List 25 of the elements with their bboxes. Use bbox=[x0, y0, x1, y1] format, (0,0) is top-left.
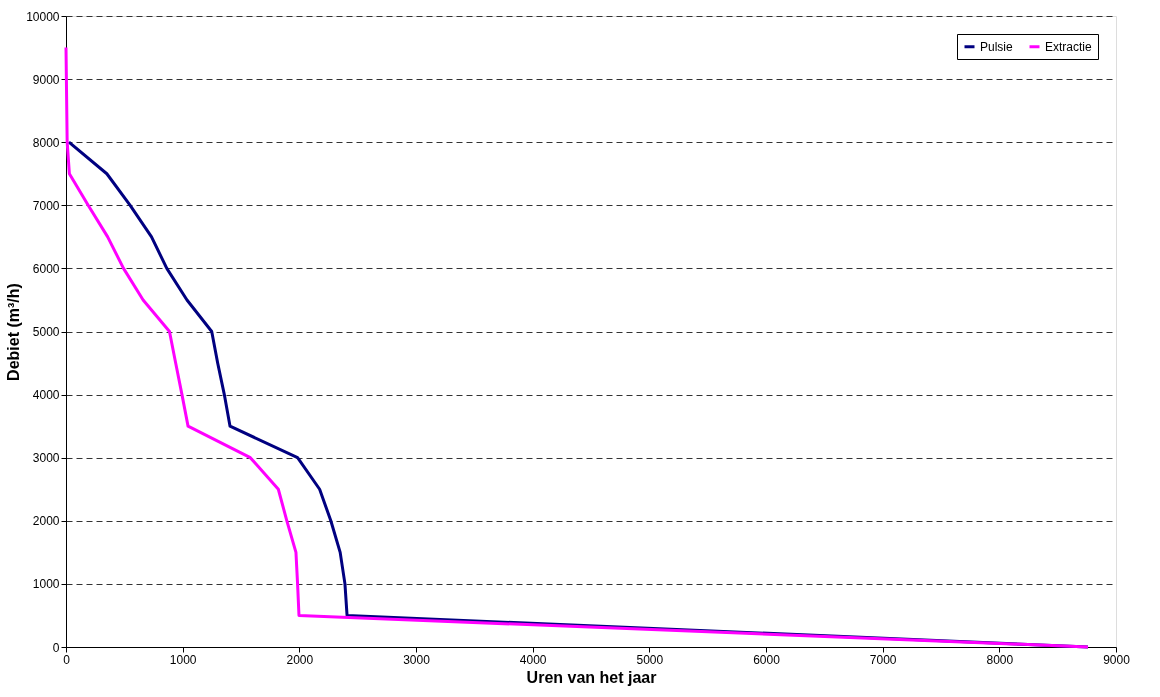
y-tick-label: 0 bbox=[52, 640, 60, 655]
y-tick-label: 5000 bbox=[32, 325, 60, 339]
x-tick-label: 3000 bbox=[403, 652, 431, 667]
y-tick-label: 7000 bbox=[32, 198, 60, 213]
x-tick-label: 0 bbox=[63, 652, 71, 667]
x-tick-label: 7000 bbox=[869, 652, 897, 667]
legend-label: Pulsie bbox=[980, 39, 1014, 54]
y-tick-label: 4000 bbox=[32, 388, 60, 403]
y-tick-label: 6000 bbox=[32, 261, 60, 276]
y-tick-label: 2000 bbox=[32, 514, 60, 529]
x-tick-label: 5000 bbox=[636, 652, 664, 667]
y-tick-label: 3000 bbox=[32, 451, 60, 466]
y-tick-label: 10000 bbox=[26, 9, 60, 24]
x-tick-label: 8000 bbox=[986, 652, 1014, 667]
x-tick-label: 1000 bbox=[169, 652, 197, 667]
x-tick-label: 6000 bbox=[753, 652, 781, 667]
x-tick-label: 4000 bbox=[519, 652, 547, 667]
x-axis-title: Uren van het jaar bbox=[526, 668, 657, 686]
x-tick-label: 2000 bbox=[286, 652, 314, 667]
y-tick-label: 1000 bbox=[32, 577, 60, 592]
y-axis-title: Debiet (m³/h) bbox=[5, 283, 23, 381]
y-tick-label: 8000 bbox=[32, 135, 60, 150]
x-tick-label: 9000 bbox=[1103, 652, 1131, 667]
legend-label: Extractie bbox=[1045, 39, 1093, 54]
y-tick-label: 9000 bbox=[32, 72, 60, 87]
